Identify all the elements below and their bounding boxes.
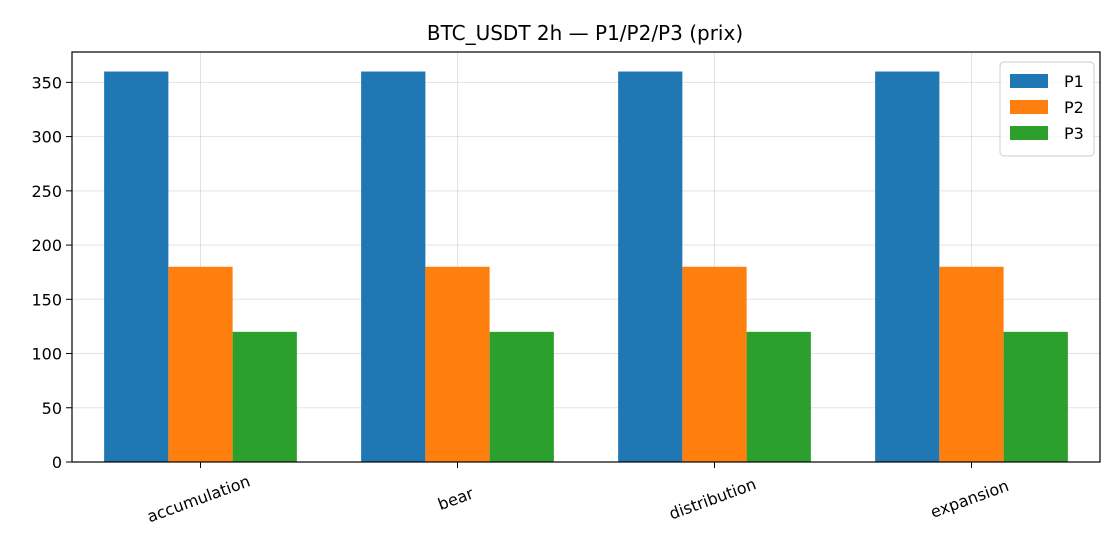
y-tick-label: 150 [31, 290, 62, 309]
bar-p2-expansion [939, 266, 1004, 462]
bar-p1-distribution [618, 71, 683, 463]
plot-frame [71, 51, 1101, 463]
bar-p3-distribution [746, 331, 811, 462]
y-tick-label: 50 [42, 399, 62, 418]
legend-label-p1: P1 [1064, 72, 1084, 91]
chart-title: BTC_USDT 2h — P1/P2/P3 (prix) [427, 21, 743, 45]
legend: P1 P2 P3 [999, 61, 1095, 157]
x-tick-label: distribution [667, 474, 759, 523]
y-tick-label: 250 [31, 182, 62, 201]
bar-p2-bear [425, 266, 490, 462]
bar-p3-expansion [1003, 331, 1068, 462]
y-tick-label: 350 [31, 73, 62, 92]
x-tick-label: accumulation [145, 471, 253, 526]
bar-p3-accumulation [232, 331, 297, 462]
bar-p1-accumulation [104, 71, 169, 463]
bar-p2-accumulation [168, 266, 233, 462]
y-tick-label: 100 [31, 345, 62, 364]
legend-swatch-p3 [1010, 126, 1048, 140]
bar-p3-bear [489, 331, 554, 462]
x-tick-label: bear [435, 484, 476, 514]
bars-layer [104, 71, 1068, 463]
y-tick-label: 0 [52, 453, 62, 472]
bar-p2-distribution [682, 266, 747, 462]
bar-p1-expansion [875, 71, 940, 463]
legend-label-p2: P2 [1064, 98, 1084, 117]
legend-swatch-p2 [1010, 100, 1048, 114]
x-tick-label: expansion [928, 476, 1011, 522]
y-tick-label: 200 [31, 236, 62, 255]
y-tick-label: 300 [31, 128, 62, 147]
bar-p1-bear [361, 71, 426, 463]
legend-label-p3: P3 [1064, 124, 1084, 143]
legend-swatch-p1 [1010, 74, 1048, 88]
